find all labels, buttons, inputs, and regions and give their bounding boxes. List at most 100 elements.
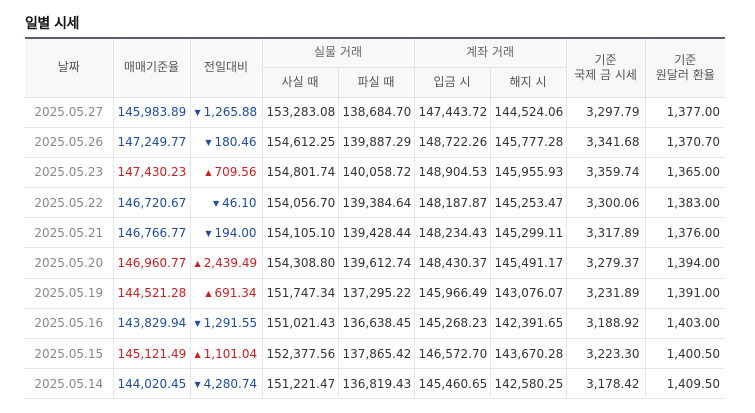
header-change: 전일대비 [189, 37, 262, 98]
cell-usd-rate: 1,403.00 [644, 308, 726, 340]
cell-change: ▲ 709.56 [189, 157, 262, 189]
header-transfer-group: 계좌 거래 [413, 37, 567, 68]
cell-date: 2025.05.27 [25, 97, 113, 128]
cell-date: 2025.05.23 [25, 157, 113, 189]
change-value: 709.56 [214, 165, 257, 180]
cell-date: 2025.05.19 [25, 278, 113, 309]
header-usd-rate: 기준 원달러 환율 [644, 37, 726, 98]
cell-usd-rate: 1,370.70 [644, 127, 726, 158]
section-title: 일별 시세 [25, 16, 79, 32]
cell-deposit: 148,722.26 [413, 127, 491, 158]
cell-usd-rate: 1,400.50 [644, 338, 726, 370]
header-intl-gold: 기준 국제 금 시세 [565, 37, 646, 98]
cell-deposit: 148,430.37 [413, 247, 491, 279]
cell-intl-gold: 3,188.92 [565, 308, 646, 340]
cell-change: ▼ 46.10 [189, 187, 262, 219]
cell-cash-buy: 151,021.43 [261, 308, 338, 340]
cell-cash-sell: 139,384.64 [337, 187, 415, 219]
daily-price-table: 날짜 매매기준율 전일대비 실물 거래 계좌 거래 기준 국제 금 시세 기준 … [25, 37, 726, 400]
change-value: 46.10 [222, 195, 257, 210]
triangle-down-icon: ▼ [205, 228, 212, 238]
triangle-up-icon: ▲ [205, 289, 212, 299]
cell-intl-gold: 3,300.06 [565, 187, 646, 219]
header-cash-buy: 사실 때 [261, 67, 338, 98]
cell-date: 2025.05.21 [25, 217, 113, 249]
cell-base-rate: 147,249.77 [112, 127, 190, 158]
cell-withdraw: 143,076.07 [489, 278, 567, 309]
cell-usd-rate: 1,394.00 [644, 247, 726, 279]
table-header: 날짜 매매기준율 전일대비 실물 거래 계좌 거래 기준 국제 금 시세 기준 … [25, 37, 726, 98]
cell-base-rate: 146,766.77 [112, 217, 190, 249]
cell-usd-rate: 1,365.00 [644, 157, 726, 189]
cell-base-rate: 146,720.67 [112, 187, 190, 219]
cell-intl-gold: 3,317.89 [565, 217, 646, 249]
table-row: 2025.05.22 146,720.67 ▼ 46.10 154,056.70 139,… [25, 187, 726, 219]
cell-deposit: 145,966.49 [413, 278, 491, 309]
cell-base-rate: 145,121.49 [112, 338, 190, 370]
cell-deposit: 147,443.72 [413, 97, 491, 128]
cell-change: ▼ 4,280.74 [189, 368, 262, 400]
cell-cash-sell: 139,428.44 [337, 217, 415, 249]
header-cash-group: 실물 거래 [261, 37, 415, 68]
cell-change: ▼ 1,291.55 [189, 308, 262, 340]
cell-change: ▼ 194.00 [189, 217, 262, 249]
triangle-up-icon: ▲ [194, 349, 201, 359]
cell-withdraw: 145,491.17 [489, 247, 567, 279]
cell-usd-rate: 1,409.50 [644, 368, 726, 400]
cell-usd-rate: 1,377.00 [644, 97, 726, 128]
cell-deposit: 145,268.23 [413, 308, 491, 340]
cell-base-rate: 146,960.77 [112, 247, 190, 279]
cell-withdraw: 145,777.28 [489, 127, 567, 158]
header-date: 날짜 [25, 37, 113, 98]
cell-date: 2025.05.20 [25, 247, 113, 279]
cell-intl-gold: 3,223.30 [565, 338, 646, 370]
cell-usd-rate: 1,376.00 [644, 217, 726, 249]
cell-withdraw: 142,391.65 [489, 308, 567, 340]
triangle-down-icon: ▼ [194, 319, 201, 329]
cell-withdraw: 145,253.47 [489, 187, 567, 219]
table-row: 2025.05.20 146,960.77 ▲ 2,439.49 154,308.80 1… [25, 247, 726, 279]
cell-deposit: 148,904.53 [413, 157, 491, 189]
triangle-up-icon: ▲ [194, 259, 201, 269]
cell-intl-gold: 3,341.68 [565, 127, 646, 158]
change-value: 1,265.88 [203, 105, 258, 120]
cell-cash-buy: 151,221.47 [261, 368, 338, 400]
cell-usd-rate: 1,391.00 [644, 278, 726, 309]
cell-change: ▼ 180.46 [189, 127, 262, 158]
change-value: 4,280.74 [203, 376, 258, 391]
cell-cash-sell: 138,684.70 [337, 97, 415, 128]
cell-intl-gold: 3,178.42 [565, 368, 646, 400]
table-row: 2025.05.14 144,020.45 ▼ 4,280.74 151,221.47 1… [25, 368, 726, 400]
cell-change: ▼ 1,265.88 [189, 97, 262, 128]
cell-cash-sell: 140,058.72 [337, 157, 415, 189]
cell-date: 2025.05.26 [25, 127, 113, 158]
change-value: 691.34 [214, 286, 257, 301]
cell-deposit: 146,572.70 [413, 338, 491, 370]
cell-withdraw: 143,670.28 [489, 338, 567, 370]
table-row: 2025.05.26 147,249.77 ▼ 180.46 154,612.25 139… [25, 127, 726, 158]
cell-cash-buy: 154,056.70 [261, 187, 338, 219]
cell-usd-rate: 1,383.00 [644, 187, 726, 219]
cell-deposit: 148,234.43 [413, 217, 491, 249]
triangle-down-icon: ▼ [194, 108, 201, 118]
cell-intl-gold: 3,279.37 [565, 247, 646, 279]
cell-date: 2025.05.15 [25, 338, 113, 370]
triangle-down-icon: ▼ [212, 198, 220, 208]
cell-withdraw: 145,955.93 [489, 157, 567, 189]
cell-cash-sell: 136,638.45 [337, 308, 415, 340]
cell-change: ▲ 2,439.49 [189, 247, 262, 279]
cell-intl-gold: 3,231.89 [565, 278, 646, 309]
cell-withdraw: 144,524.06 [489, 97, 567, 128]
cell-cash-buy: 154,105.10 [261, 217, 338, 249]
table-row: 2025.05.19 144,521.28 ▲ 691.34 151,747.34 137… [25, 278, 726, 309]
table-row: 2025.05.15 145,121.49 ▲ 1,101.04 152,377.56 1… [25, 338, 726, 370]
cell-deposit: 145,460.65 [413, 368, 491, 400]
cell-cash-buy: 154,612.25 [261, 127, 338, 158]
triangle-up-icon: ▲ [205, 168, 212, 178]
change-value: 1,101.04 [203, 346, 258, 361]
cell-cash-sell: 139,887.29 [337, 127, 415, 158]
cell-cash-buy: 154,801.74 [261, 157, 338, 189]
cell-withdraw: 145,299.11 [489, 217, 567, 249]
triangle-down-icon: ▼ [205, 138, 212, 148]
